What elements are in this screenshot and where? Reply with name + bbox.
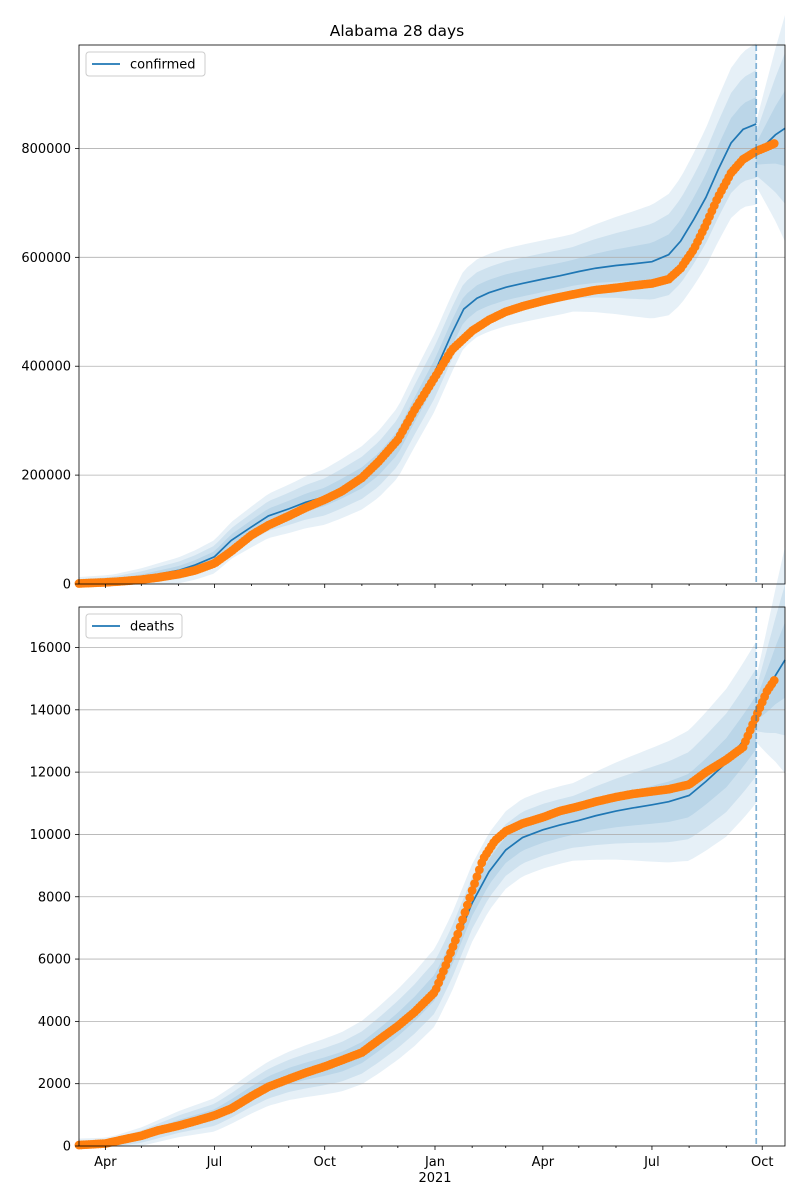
y-tick-label: 200000 bbox=[21, 469, 71, 484]
axes bbox=[78, 606, 786, 1147]
deaths-forecast-band-3 bbox=[756, 546, 785, 774]
x-axis bbox=[104, 584, 763, 588]
legend: deaths bbox=[85, 613, 183, 639]
observed-point bbox=[474, 865, 484, 875]
observed-point bbox=[460, 907, 470, 917]
observed-point bbox=[470, 879, 479, 888]
confidence-bands bbox=[79, 15, 785, 585]
observed-point bbox=[455, 922, 465, 932]
x-tick-label: Apr bbox=[94, 1155, 117, 1170]
legend-box bbox=[85, 613, 183, 639]
observed-point bbox=[467, 886, 477, 895]
y-tick-label: 14000 bbox=[30, 703, 71, 718]
y-tick-label: 800000 bbox=[21, 142, 71, 157]
y-tick-label: 16000 bbox=[30, 641, 71, 656]
observed-point bbox=[472, 872, 482, 882]
observed-points bbox=[74, 139, 779, 588]
y-tick-label: 8000 bbox=[38, 890, 71, 905]
y-axis: 0 2000 4000 6000 8000 10000 12000 14000 16000 bbox=[30, 641, 79, 1155]
legend-label-confirmed: confirmed bbox=[130, 58, 196, 73]
confirmed-band-3 bbox=[79, 43, 757, 585]
y-tick-label: 4000 bbox=[38, 1015, 71, 1030]
legend-label-deaths: deaths bbox=[130, 620, 175, 635]
x-tick-label: Jul bbox=[206, 1155, 223, 1170]
y-gridlines bbox=[79, 148, 785, 476]
x-tick-label: Jan bbox=[424, 1155, 445, 1170]
observed-point bbox=[769, 139, 779, 148]
confirmed-forecast-band-3 bbox=[756, 15, 785, 242]
chart-title: Alabama 28 days bbox=[330, 22, 465, 40]
observed-point bbox=[462, 900, 472, 910]
y-tick-label: 12000 bbox=[30, 766, 71, 781]
confirmed-line bbox=[78, 123, 757, 585]
y-tick-label: 600000 bbox=[21, 251, 71, 266]
confirmed-forecast-band-2 bbox=[756, 52, 785, 204]
plot-frame bbox=[78, 44, 786, 585]
observed-points bbox=[74, 676, 779, 1150]
x-tick-label: Oct bbox=[313, 1155, 335, 1170]
y-tick-label: 10000 bbox=[30, 828, 71, 843]
x-tick-label: Apr bbox=[532, 1155, 555, 1170]
observed-point bbox=[453, 929, 463, 939]
y-tick-label: 0 bbox=[63, 578, 71, 593]
x-tick-year-label: 2021 bbox=[418, 1171, 451, 1186]
y-axis: 0 200000 400000 600000 800000 bbox=[21, 142, 79, 593]
y-tick-label: 2000 bbox=[38, 1077, 71, 1092]
legend: confirmed bbox=[85, 51, 206, 77]
plot-frame bbox=[78, 606, 786, 1147]
legend-box bbox=[85, 51, 206, 77]
axes bbox=[78, 44, 786, 585]
observed-point bbox=[465, 893, 475, 903]
x-tick-label: Jul bbox=[643, 1155, 660, 1170]
y-tick-label: 400000 bbox=[21, 360, 71, 375]
deaths-chart: 0 2000 4000 6000 8000 10000 12000 14000 16000 Ap… bbox=[30, 546, 786, 1186]
y-tick-label: 0 bbox=[63, 1140, 71, 1155]
observed-point bbox=[769, 676, 779, 685]
x-tick-label: Oct bbox=[751, 1155, 773, 1170]
confirmed-chart: Alabama 28 days 0 200000 400000 600000 80000… bbox=[21, 15, 786, 593]
y-tick-label: 6000 bbox=[38, 953, 71, 968]
y-gridlines bbox=[79, 647, 785, 1085]
observed-point bbox=[458, 915, 467, 924]
